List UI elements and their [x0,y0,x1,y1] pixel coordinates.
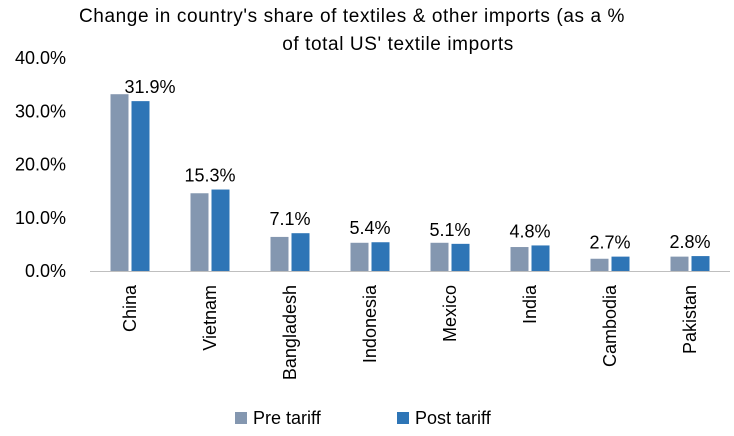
bar-pre-tariff-pakistan [670,256,689,271]
bar-post-tariff-china [131,101,150,271]
category-label: Cambodia [600,284,620,367]
bar-pre-tariff-bangladesh [270,236,289,271]
bar-post-tariff-indonesia [371,242,390,271]
legend: Pre tariff Post tariff [235,408,492,428]
data-label: 2.7% [589,233,630,253]
category-label: China [120,284,140,332]
y-tick-label: 10.0% [15,208,66,228]
bar-pre-tariff-vietnam [190,193,209,271]
legend-label: Post tariff [415,408,492,428]
data-label: 7.1% [269,209,310,229]
y-tick-label: 40.0% [15,48,66,68]
bar-post-tariff-vietnam [211,189,230,271]
bar-pre-tariff-cambodia [590,258,609,271]
bar-pre-tariff-china [110,94,129,272]
data-label: 31.9% [124,77,175,97]
category-label: India [520,284,540,324]
bar-post-tariff-mexico [451,243,470,271]
y-tick-label: 30.0% [15,101,66,121]
legend-label: Pre tariff [253,408,322,428]
data-label: 15.3% [184,166,235,186]
category-label: Indonesia [360,284,380,363]
bar-post-tariff-india [531,245,550,271]
legend-swatch [235,412,247,424]
data-label: 2.8% [669,232,710,252]
bar-pre-tariff-indonesia [350,242,369,271]
chart-title-line-2: of total US' textile imports [282,34,514,55]
bar-post-tariff-pakistan [691,256,710,271]
chart-title-line-1: Change in country's share of textiles & … [79,6,625,27]
category-label: Mexico [440,285,460,342]
bar-pre-tariff-mexico [430,242,449,271]
bar-pre-tariff-india [510,247,529,271]
category-label: Vietnam [200,285,220,351]
data-label: 4.8% [509,221,550,241]
bar-post-tariff-bangladesh [291,233,310,271]
y-tick-label: 0.0% [25,261,66,281]
category-label: Bangladesh [280,285,300,380]
y-tick-label: 20.0% [15,155,66,175]
category-label: Pakistan [680,285,700,354]
data-label: 5.1% [429,220,470,240]
bar-post-tariff-cambodia [611,256,630,271]
legend-swatch [397,412,409,424]
data-label: 5.4% [349,218,390,238]
